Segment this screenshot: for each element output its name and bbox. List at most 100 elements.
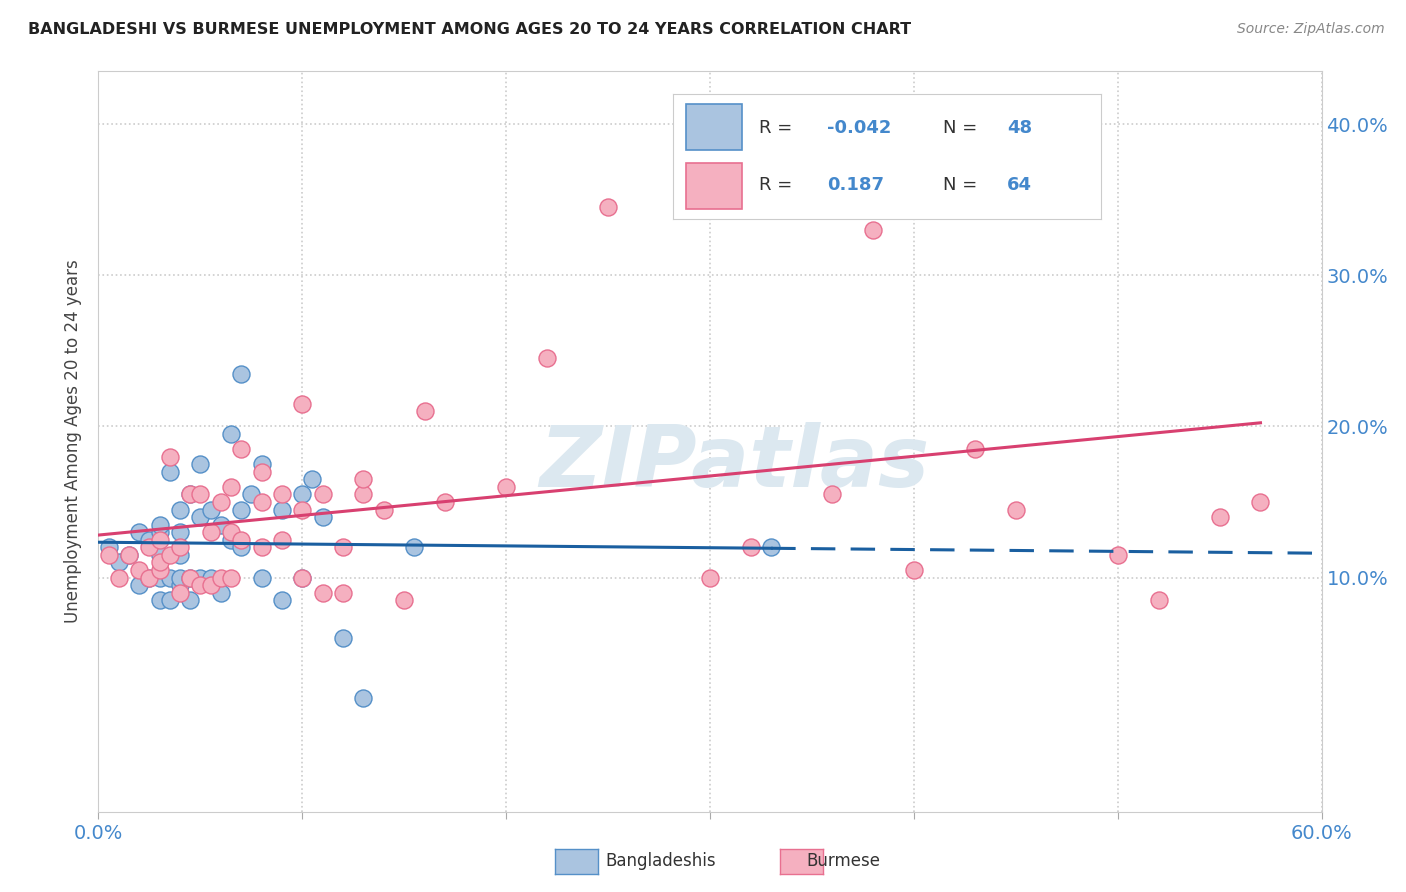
Point [332,631,354,645]
Point [169,525,191,540]
Point [118,548,141,562]
Point [862,223,884,237]
Point [699,570,721,584]
Point [149,548,172,562]
Point [740,541,762,555]
Point [598,200,620,214]
Point [219,427,242,442]
Point [404,541,426,555]
Point [270,533,294,547]
Point [699,102,721,116]
Point [188,510,212,524]
Point [200,578,222,592]
Point [149,593,172,607]
Point [118,548,141,562]
Point [159,548,181,562]
Point [138,570,160,584]
Point [270,593,294,607]
Point [219,533,242,547]
Point [188,457,212,471]
Point [179,487,201,501]
Text: Burmese: Burmese [807,852,880,870]
Point [231,533,253,547]
Point [179,570,201,584]
Point [352,487,374,501]
Point [270,487,294,501]
Point [128,563,150,577]
Point [97,548,120,562]
Point [291,487,314,501]
Point [149,563,172,577]
Point [219,480,242,494]
Point [219,570,242,584]
Point [219,525,242,540]
Point [821,487,844,501]
Point [159,450,181,464]
Point [250,541,273,555]
Point [291,570,314,584]
Text: 0.187: 0.187 [828,177,884,194]
Text: R =: R = [759,119,799,136]
Point [169,541,191,555]
Point [392,593,416,607]
Text: 48: 48 [1007,119,1032,136]
Point [200,502,222,516]
Text: N =: N = [943,119,983,136]
Point [128,525,150,540]
Point [149,556,172,570]
Point [291,570,314,584]
Point [240,487,263,501]
Text: ZIPatlas: ZIPatlas [540,422,929,505]
Point [209,570,232,584]
Point [250,495,273,509]
Point [169,570,191,584]
Point [159,570,181,584]
Point [108,570,131,584]
Point [128,578,150,592]
Y-axis label: Unemployment Among Ages 20 to 24 years: Unemployment Among Ages 20 to 24 years [65,260,83,624]
Point [291,397,314,411]
Point [1004,502,1026,516]
Point [138,541,160,555]
Point [231,541,253,555]
Point [761,155,783,169]
Point [188,578,212,592]
Point [231,502,253,516]
Text: R =: R = [759,177,799,194]
Point [108,556,131,570]
Point [138,533,160,547]
Point [200,525,222,540]
Bar [686,163,742,210]
Point [312,585,335,599]
Point [1147,593,1170,607]
Point [332,541,354,555]
Point [1107,548,1129,562]
Text: Source: ZipAtlas.com: Source: ZipAtlas.com [1237,22,1385,37]
Point [97,541,120,555]
Point [312,487,335,501]
Point [179,570,201,584]
Point [209,495,232,509]
Point [536,351,558,366]
Text: Bangladeshis: Bangladeshis [606,852,716,870]
Text: -0.042: -0.042 [828,119,891,136]
Point [231,367,253,381]
Point [903,563,925,577]
Point [1209,510,1232,524]
Point [188,570,212,584]
Point [270,502,294,516]
Point [209,585,232,599]
Point [149,517,172,532]
Bar [686,103,742,150]
Point [179,593,201,607]
Point [250,465,273,479]
Text: 64: 64 [1007,177,1032,194]
Point [149,525,172,540]
Point [149,533,172,547]
Point [332,585,354,599]
Point [413,404,436,418]
Point [250,457,273,471]
Text: N =: N = [943,177,983,194]
Point [312,510,335,524]
Point [138,570,160,584]
